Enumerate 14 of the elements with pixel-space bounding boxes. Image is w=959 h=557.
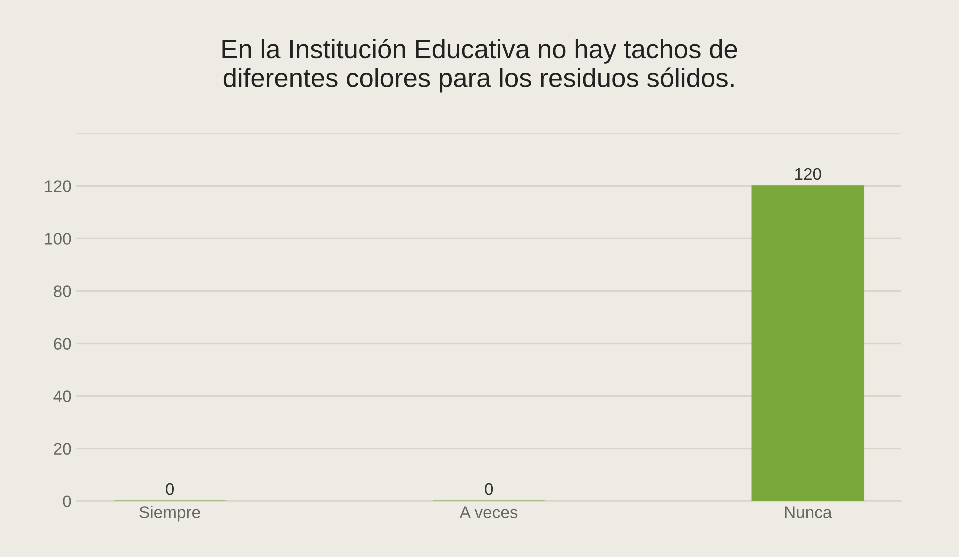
x-tick-label: A veces bbox=[460, 506, 518, 518]
y-tick-label: 120 bbox=[45, 180, 72, 192]
y-tick-label: 20 bbox=[54, 443, 72, 455]
y-tick-label: 80 bbox=[54, 286, 72, 298]
y-tick-label: 40 bbox=[54, 390, 72, 402]
data-label: 0 bbox=[166, 483, 174, 496]
chart-title: En la Institución Educativa no hay tachos de diferentes colores para los residuos sólidos. bbox=[222, 38, 738, 93]
data-label: 120 bbox=[796, 168, 822, 180]
data-label: 0 bbox=[485, 483, 494, 496]
x-tick-label: Siempre bbox=[140, 506, 200, 522]
y-tick-label: 0 bbox=[63, 496, 72, 508]
y-tick-label: 60 bbox=[54, 338, 72, 350]
y-tick-label: 100 bbox=[45, 233, 72, 245]
x-tick-label: Nunca bbox=[785, 506, 832, 518]
